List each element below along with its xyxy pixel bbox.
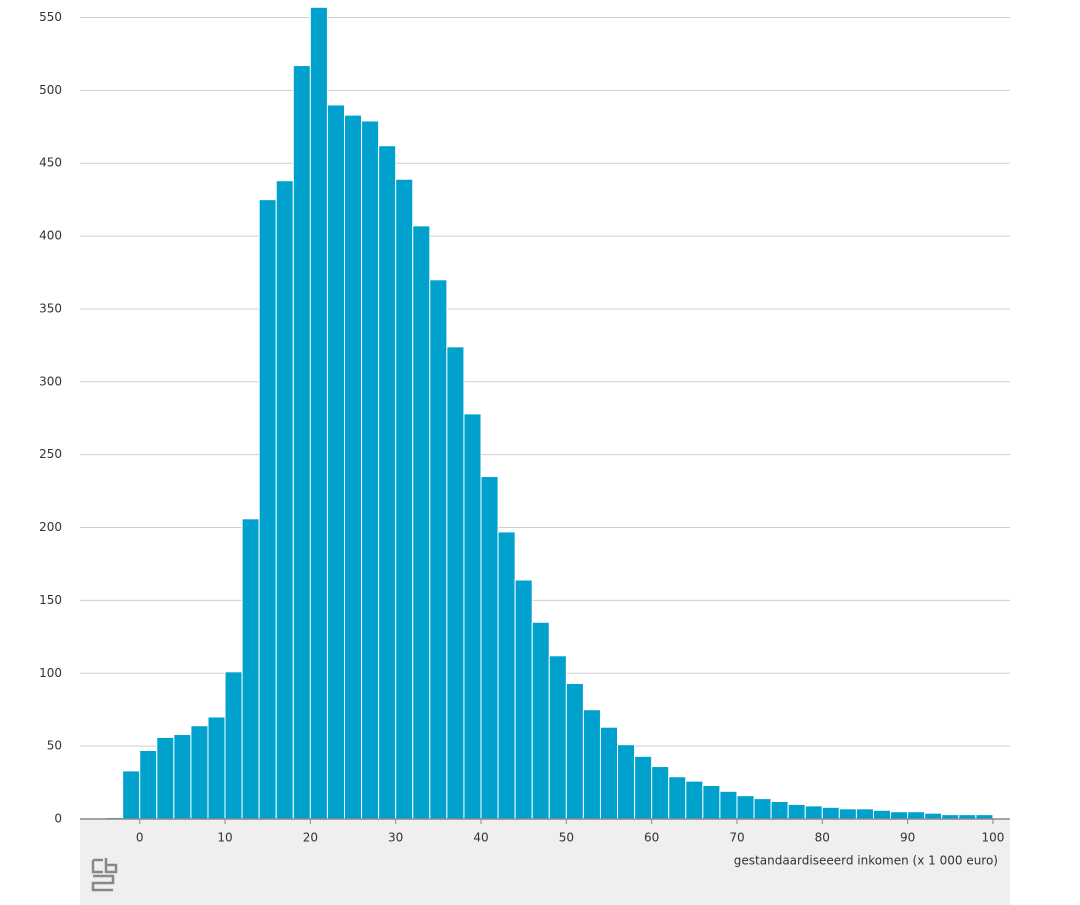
y-tick-label: 50 — [47, 739, 62, 753]
y-tick-label: 450 — [39, 156, 62, 170]
bar — [173, 733, 192, 820]
bar — [753, 798, 772, 820]
cbs-logo — [91, 858, 118, 892]
x-axis-label: gestandaardiseeerd inkomen (x 1 000 euro… — [734, 854, 998, 868]
bar — [770, 801, 789, 820]
x-tick-label: 20 — [303, 831, 318, 845]
bar — [275, 180, 294, 820]
bar — [531, 621, 550, 820]
y-tick-label: 250 — [39, 447, 62, 461]
bar — [139, 750, 158, 820]
bar — [719, 790, 738, 820]
y-tick-label: 0 — [54, 812, 62, 826]
x-tick-label: 70 — [729, 831, 744, 845]
bar — [292, 65, 311, 820]
bar — [378, 145, 397, 820]
x-tick-label: 80 — [815, 831, 830, 845]
bar — [207, 716, 226, 820]
bar — [122, 770, 141, 820]
bar — [309, 6, 328, 820]
bar — [395, 178, 414, 820]
bar — [685, 780, 704, 820]
y-tick-label: 350 — [39, 301, 62, 315]
bar — [156, 736, 175, 820]
bar — [736, 795, 755, 820]
bar — [872, 809, 892, 820]
x-tick-label: 40 — [473, 831, 488, 845]
bar — [224, 671, 243, 820]
bar — [804, 805, 823, 820]
y-tick-label: 300 — [39, 374, 62, 388]
bar — [190, 725, 209, 820]
x-tick-label: 30 — [388, 831, 403, 845]
y-tick-label: 150 — [39, 593, 62, 607]
x-tick-label: 50 — [559, 831, 574, 845]
bar — [514, 579, 533, 820]
bar — [241, 518, 260, 820]
bar — [651, 766, 670, 820]
bar — [446, 346, 465, 820]
bar — [480, 476, 499, 820]
bar — [258, 199, 277, 820]
bar — [326, 104, 345, 820]
bar — [821, 806, 840, 820]
bar — [599, 726, 619, 820]
y-tick-label: 550 — [39, 10, 62, 24]
bar — [890, 811, 909, 820]
bar — [668, 776, 687, 820]
bar — [924, 812, 943, 820]
bar — [548, 655, 567, 820]
x-tick-label: 100 — [981, 831, 1004, 845]
y-tick-label: 500 — [39, 83, 62, 97]
bar — [565, 682, 584, 820]
y-tick-label: 100 — [39, 666, 62, 680]
x-tick-label: 0 — [136, 831, 144, 845]
bar — [634, 755, 653, 820]
bar — [702, 784, 721, 820]
bar — [855, 808, 874, 820]
bar — [787, 803, 806, 820]
bar — [582, 709, 601, 820]
bar — [463, 413, 482, 820]
bar — [838, 808, 857, 820]
y-tick-label: 400 — [39, 229, 62, 243]
bar — [907, 811, 926, 820]
bar — [361, 120, 380, 820]
axis-band — [80, 819, 1010, 905]
y-tick-label: 200 — [39, 520, 62, 534]
bar — [429, 279, 448, 820]
x-tick-label: 10 — [217, 831, 232, 845]
bar — [412, 225, 431, 820]
bar — [617, 744, 636, 820]
x-tick-label: 60 — [644, 831, 659, 845]
bar — [343, 114, 363, 820]
bar — [497, 531, 516, 820]
x-tick-label: 90 — [900, 831, 915, 845]
